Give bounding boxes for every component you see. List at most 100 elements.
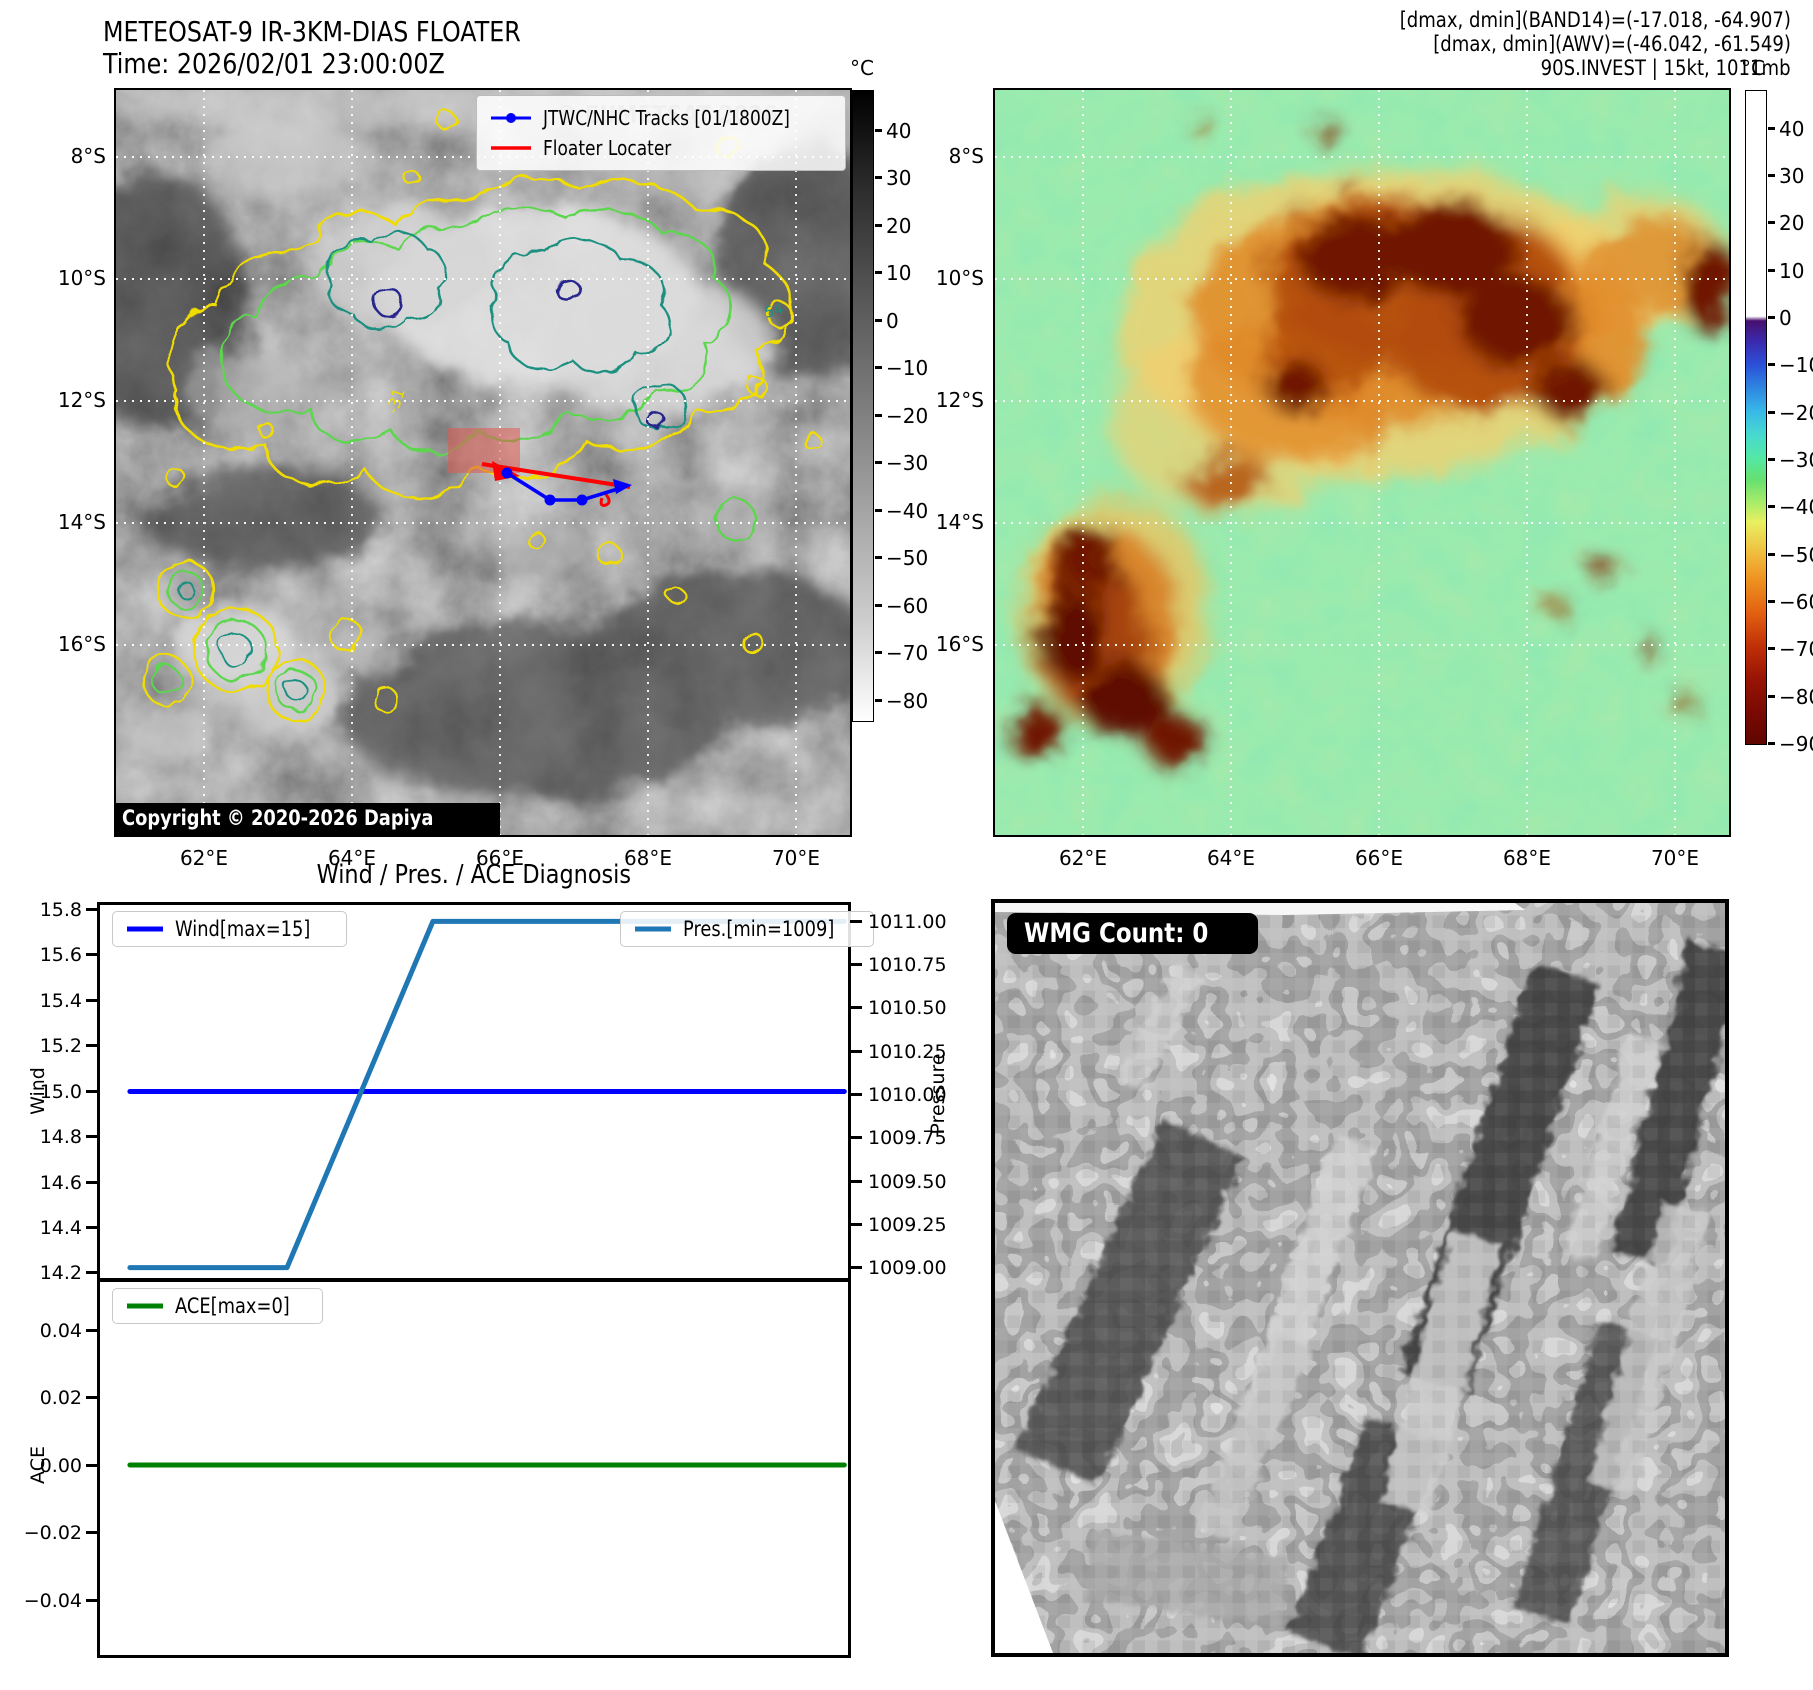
ir-cb-30: 30 [886, 166, 912, 190]
ir-cb-m80: −80 [886, 689, 929, 713]
wind-tick-154: 15.4 [39, 990, 82, 1012]
awv-cb-m10: −10 [1779, 353, 1813, 377]
page-title: METEOSAT-9 IR-3KM-DIAS FLOATER Time: 202… [103, 16, 595, 80]
ir-lat-16s: 16°S [57, 632, 106, 656]
wind-legend: Wind[max=15] [112, 911, 348, 947]
awv-lon-70e: 70°E [1650, 846, 1700, 870]
ace-legend-marker [127, 1303, 163, 1309]
ir-cb-m30: −30 [886, 451, 929, 475]
awv-cb-20: 20 [1779, 211, 1805, 235]
awv-colorbar [1745, 90, 1767, 745]
awv-lat-14s: 14°S [935, 510, 984, 534]
info-awv: [dmax, dmin](AWV)=(-46.042, -61.549) [1433, 32, 1791, 56]
pres-tick-100900: 1009.00 [868, 1257, 947, 1279]
ir-contours [140, 109, 821, 722]
ir-map-panel: -31 54 [66, 76, 896, 837]
awv-lon-62e: 62°E [1058, 846, 1108, 870]
ir-cb-m20: −20 [886, 404, 929, 428]
ir-colorbar-unit: °C [850, 56, 874, 80]
ir-cb-m70: −70 [886, 641, 929, 665]
pres-tick-101000: 1010.00 [868, 1084, 947, 1106]
awv-cb-10: 10 [1779, 259, 1805, 283]
wind-axis-label: Wind [27, 1067, 49, 1115]
wind-tick-148: 14.8 [39, 1126, 82, 1148]
awv-lat-12s: 12°S [935, 388, 984, 412]
awv-lon-66e: 66°E [1354, 846, 1404, 870]
ace-legend-label: ACE[max=0] [175, 1294, 290, 1318]
wind-tick-158: 15.8 [39, 899, 82, 921]
ace-tick-m004: −0.04 [23, 1590, 82, 1612]
diagnosis-title: Wind / Pres. / ACE Diagnosis [316, 860, 632, 890]
info-band14: [dmax, dmin](BAND14)=(-17.018, -64.907) [1399, 8, 1791, 32]
wind-tick-146: 14.6 [39, 1172, 82, 1194]
pres-tick-101050: 1010.50 [868, 997, 947, 1019]
wind-pressure-chart: Wind[max=15] Pres.[min=1009] [97, 902, 875, 1281]
floater-legend-label: Floater Locater [542, 136, 671, 160]
wind-legend-marker [127, 926, 163, 932]
wmg-edge-sliver-top [995, 903, 1525, 915]
ir-lat-10s: 10°S [57, 266, 106, 290]
contour-label-teal: 54 [762, 300, 785, 322]
copyright-badge: Copyright © 2020-2026 Dapiya [116, 803, 501, 835]
awv-map-image [995, 90, 1740, 835]
ir-lon-62e: 62°E [179, 846, 229, 870]
ir-cb-m40: −40 [886, 499, 929, 523]
awv-lat-16s: 16°S [935, 632, 984, 656]
ace-plot [127, 1462, 847, 1468]
info-invest: 90S.INVEST | 15kt, 1011mb [1541, 56, 1791, 80]
awv-cb-m20: −20 [1779, 401, 1813, 425]
awv-cb-m90: −90 [1779, 732, 1813, 756]
ir-cb-20: 20 [886, 214, 912, 238]
awv-cb-m60: −60 [1779, 590, 1813, 614]
ir-cb-10: 10 [886, 261, 912, 285]
wind-tick-152: 15.2 [39, 1035, 82, 1057]
awv-lon-68e: 68°E [1502, 846, 1552, 870]
awv-cb-30: 30 [1779, 164, 1805, 188]
wmg-panel: WMG Count: 0 [991, 899, 1743, 1660]
ace-tick-004: 0.04 [39, 1320, 82, 1342]
wmg-image [995, 903, 1743, 1660]
wind-tick-142: 14.2 [39, 1262, 82, 1284]
awv-cb-m30: −30 [1779, 448, 1813, 472]
awv-cb-m50: −50 [1779, 543, 1813, 567]
awv-lon-64e: 64°E [1206, 846, 1256, 870]
ir-lat-8s: 8°S [70, 144, 106, 168]
pres-tick-100975: 1009.75 [868, 1127, 947, 1149]
wind-legend-label: Wind[max=15] [175, 917, 311, 941]
jtwc-track [501, 467, 632, 506]
ir-lon-68e: 68°E [623, 846, 673, 870]
wmg-edge-sliver-corner [995, 1501, 1053, 1653]
ir-cb-m10: −10 [886, 356, 929, 380]
ir-colorbar [852, 90, 874, 722]
ace-tick-m002: −0.02 [23, 1522, 82, 1544]
ir-time: Time: 2026/02/01 23:00:00Z [103, 47, 445, 80]
ir-map-image: -31 54 [66, 76, 896, 835]
ir-title: METEOSAT-9 IR-3KM-DIAS FLOATER [103, 15, 521, 48]
floater-legend-marker [490, 146, 531, 150]
pres-tick-101025: 1010.25 [868, 1041, 947, 1063]
track-legend-label: JTWC/NHC Tracks [01/1800Z] [542, 106, 790, 130]
ir-cb-40: 40 [886, 119, 912, 143]
ace-chart: ACE[max=0] [97, 1279, 851, 1658]
ir-lat-14s: 14°S [57, 510, 106, 534]
wind-tick-156: 15.6 [39, 944, 82, 966]
ir-map-legend: JTWC/NHC Tracks [01/1800Z] Floater Locat… [475, 95, 846, 171]
ace-tick-000: 0.00 [39, 1455, 82, 1477]
ir-cb-0: 0 [886, 309, 899, 333]
ir-cb-m50: −50 [886, 546, 929, 570]
awv-lat-10s: 10°S [935, 266, 984, 290]
pres-tick-100950: 1009.50 [868, 1171, 947, 1193]
ace-axis-label: ACE [27, 1446, 49, 1484]
awv-cb-m80: −80 [1779, 685, 1813, 709]
pressure-legend-marker [635, 926, 671, 932]
pres-tick-101100: 1011.00 [868, 911, 947, 933]
wmg-count-badge: WMG Count: 0 [1007, 913, 1258, 954]
ir-lon-64e: 64°E [327, 846, 377, 870]
awv-map-panel [993, 88, 1740, 837]
wind-pressure-plot [127, 918, 847, 1271]
awv-cb-m40: −40 [1779, 495, 1813, 519]
awv-cb-40: 40 [1779, 117, 1805, 141]
wind-tick-150: 15.0 [39, 1081, 82, 1103]
ace-legend: ACE[max=0] [112, 1288, 324, 1324]
ir-lat-12s: 12°S [57, 388, 106, 412]
